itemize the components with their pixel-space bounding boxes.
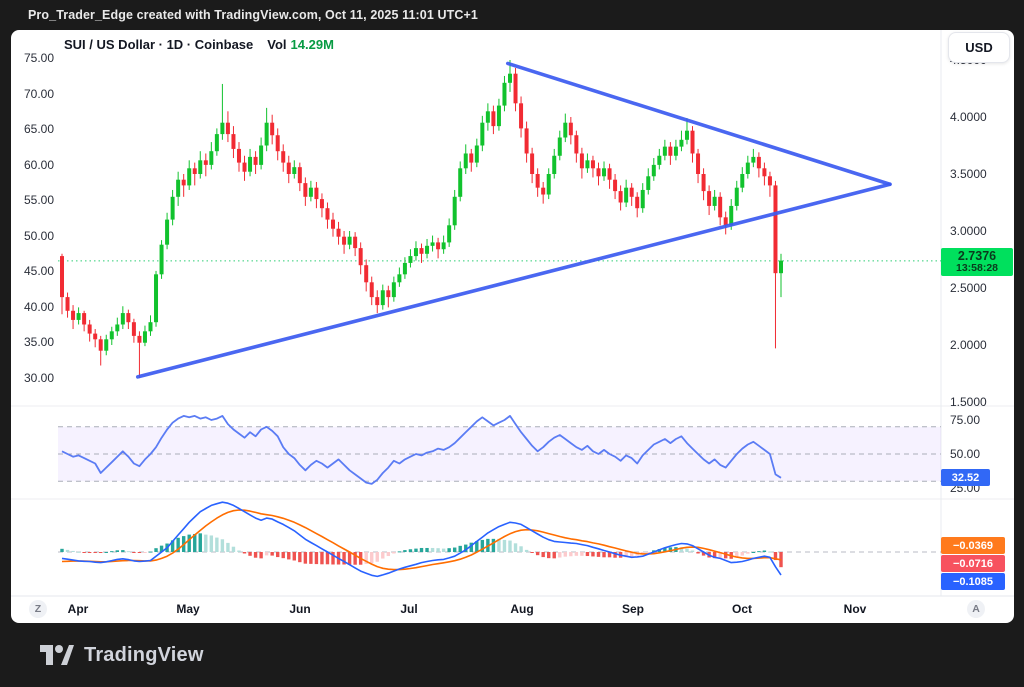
time-axis-tick: Nov <box>843 602 867 616</box>
time-axis-tick: May <box>176 602 200 616</box>
left-axis-tick: 50.00 <box>23 228 54 243</box>
left-axis-tick: 55.00 <box>23 193 54 208</box>
footer-attribution[interactable]: TradingView <box>0 623 1024 687</box>
bar-countdown: 13:58:28 <box>955 262 999 274</box>
chart-legend: SUI / US Dollar · 1D · Coinbase Vol 14.2… <box>64 37 334 52</box>
chart-panel <box>11 30 1014 623</box>
left-axis-tick: 40.00 <box>23 299 54 314</box>
rsi-axis-tick: 75.00 <box>950 413 981 427</box>
volume-value: 14.29M <box>290 37 334 52</box>
time-axis-tick: Aug <box>510 602 534 616</box>
rsi-value-badge: 32.52 <box>941 469 990 486</box>
macd-line-badge: −0.1085 <box>941 573 1005 590</box>
volume-indicator: Vol 14.29M <box>267 37 334 52</box>
right-axis-tick: 2.5000 <box>950 281 987 295</box>
right-axis-tick: 3.5000 <box>950 167 987 181</box>
zoom-reset-button[interactable]: Z <box>29 600 47 618</box>
tradingview-wordmark: TradingView <box>84 643 204 666</box>
auto-scale-button[interactable]: A <box>967 600 985 618</box>
time-axis-tick: Jul <box>400 602 418 616</box>
time-axis-tick: Apr <box>67 602 89 616</box>
symbol-title[interactable]: SUI / US Dollar · 1D · Coinbase <box>64 37 254 52</box>
right-axis-tick: 4.0000 <box>950 110 987 124</box>
left-axis-tick: 75.00 <box>23 51 54 65</box>
credit-text: Pro_Trader_Edge created with TradingView… <box>28 8 478 22</box>
left-axis-tick: 70.00 <box>23 86 54 101</box>
macd-histogram-badge: −0.0716 <box>941 555 1005 572</box>
time-axis-tick: Oct <box>731 602 753 616</box>
currency-toggle-button[interactable]: USD <box>948 32 1010 63</box>
right-axis-tick: 1.5000 <box>950 395 987 409</box>
macd-signal-badge: −0.0369 <box>941 537 1005 554</box>
right-axis-tick: 3.0000 <box>950 224 987 238</box>
current-price-value: 2.7376 <box>957 249 997 263</box>
left-axis-tick: 45.00 <box>23 264 54 279</box>
left-axis-tick: 35.00 <box>23 335 54 350</box>
current-price-badge: 2.7376 13:58:28 <box>941 248 1013 276</box>
tradingview-logo-icon <box>40 644 74 665</box>
left-axis-tick: 65.00 <box>23 122 54 137</box>
volume-label: Vol <box>267 37 287 52</box>
time-axis-tick: Sep <box>621 602 645 616</box>
rsi-axis-tick: 50.00 <box>950 447 981 461</box>
right-axis-tick: 2.0000 <box>950 338 987 352</box>
left-axis-tick: 30.00 <box>23 370 54 385</box>
time-axis-tick: Jun <box>289 602 311 616</box>
left-axis-tick: 60.00 <box>23 157 54 172</box>
